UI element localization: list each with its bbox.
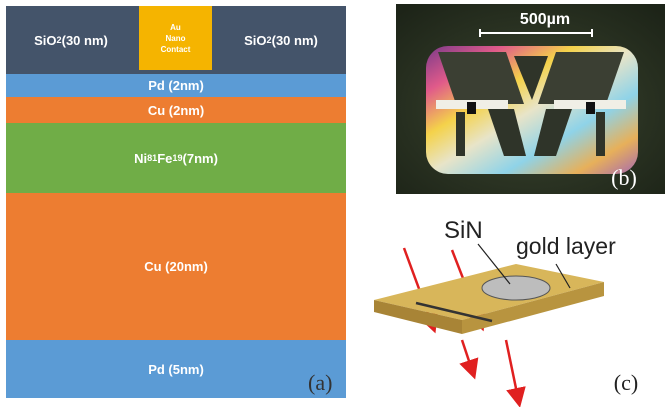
sin-label: SiN xyxy=(444,217,483,244)
transmitted-arrow-left xyxy=(459,339,479,380)
micrograph-image: 500µm (b) xyxy=(396,4,665,194)
gold-leader-line xyxy=(555,263,571,289)
cu-top-layer: Cu (2nm) xyxy=(6,97,346,123)
sio2-right-label: SiO 2 (30 nm) xyxy=(244,32,318,48)
nife-layer: Ni 81 Fe 19 (7nm) xyxy=(6,123,346,193)
sio2-left-label: SiO 2 (30 nm) xyxy=(34,32,108,48)
panel-a-letter: (a) xyxy=(308,370,333,395)
panel-c-letter: (c) xyxy=(614,370,638,395)
slit xyxy=(415,301,493,323)
schematic-drawing: SiN gold layer (c) xyxy=(374,217,638,408)
membrane-schematic: SiN gold layer (c) xyxy=(360,200,670,408)
sin-window xyxy=(481,275,551,301)
scale-label: 500µm xyxy=(520,11,570,28)
pd-top-layer: Pd (2nm) xyxy=(6,74,346,97)
micrograph-drawing: 500µm (b) xyxy=(396,4,665,194)
au-nano-contact: Au Nano Contact xyxy=(139,6,212,70)
panel-b-letter: (b) xyxy=(611,165,637,190)
pd-bottom-layer: Pd (5nm) xyxy=(6,340,346,398)
gold-layer-label: gold layer xyxy=(516,233,616,259)
sin-leader-line xyxy=(477,243,511,285)
cu-thick-layer: Cu (20nm) xyxy=(6,193,346,340)
layer-stack-diagram: SiO 2 (30 nm) Au Nano Contact SiO 2 (30 nm… xyxy=(6,6,346,398)
transmitted-arrow-right xyxy=(504,339,526,408)
